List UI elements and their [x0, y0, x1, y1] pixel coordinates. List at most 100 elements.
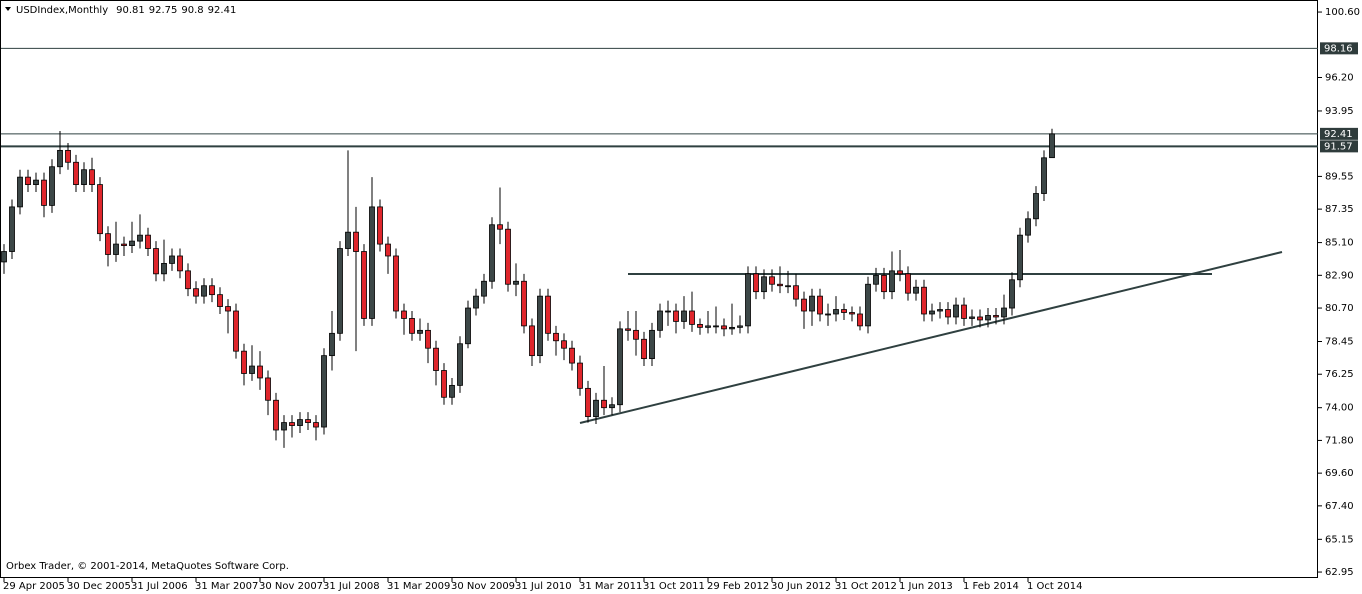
x-tick-label: 1 Jun 2013: [899, 581, 953, 592]
x-tick-label: 31 Mar 2007: [195, 581, 258, 592]
candle-body: [961, 304, 967, 319]
x-tick-label: 31 Oct 2012: [835, 581, 897, 592]
candle-body: [1041, 157, 1047, 194]
candle-body: [953, 304, 959, 318]
candle-body: [545, 295, 551, 334]
candle-body: [745, 273, 751, 327]
price-level-box: [1320, 127, 1358, 140]
candle-body: [89, 169, 95, 185]
candle-body: [1009, 279, 1015, 309]
candle-body: [465, 307, 471, 345]
price-level-label: 91.57: [1324, 141, 1353, 152]
candle-body: [265, 377, 271, 401]
candle-body: [873, 274, 879, 285]
candle-body: [297, 419, 303, 426]
candle-body: [401, 310, 407, 319]
candle-body: [129, 240, 135, 246]
price-level-label: 98.16: [1324, 43, 1353, 54]
x-tick-label: 31 Jul 2010: [515, 581, 572, 592]
candle-body: [521, 280, 527, 327]
candle-body: [609, 404, 615, 409]
price-level-box: [1320, 140, 1358, 153]
candle-body: [993, 315, 999, 318]
candle-body: [473, 295, 479, 309]
candle-body: [17, 176, 23, 208]
x-tick-label: 30 Dec 2005: [67, 581, 131, 592]
y-tick-label: 80.70: [1325, 303, 1354, 314]
candle-body: [921, 286, 927, 315]
candle-body: [313, 422, 319, 428]
menu-arrow[interactable]: [5, 7, 11, 11]
candle-body: [593, 399, 599, 418]
candle-body: [185, 270, 191, 290]
y-tick-label: 67.40: [1325, 501, 1354, 512]
candle-body: [41, 179, 47, 206]
candle-body: [193, 288, 199, 297]
candle-body: [817, 295, 823, 315]
candle-body: [585, 387, 591, 418]
candle-body: [625, 328, 631, 331]
x-tick-label: 29 Feb 2012: [707, 581, 769, 592]
candle-body: [825, 313, 831, 316]
candle-body: [809, 295, 815, 312]
symbol: USDIndex,Monthly: [16, 5, 108, 16]
chart-header: USDIndex,Monthly 90.81 92.75 90.8 92.41: [16, 5, 236, 16]
candle-body: [945, 309, 951, 318]
candle-body: [497, 224, 503, 230]
candle-body: [537, 295, 543, 357]
candle-body: [569, 347, 575, 364]
candle-body: [1049, 133, 1055, 159]
candle-body: [217, 294, 223, 307]
candle-body: [337, 248, 343, 334]
y-tick-label: 62.95: [1325, 567, 1354, 578]
candle-body: [417, 329, 423, 334]
candle-body: [633, 329, 639, 340]
candle-body: [153, 248, 159, 275]
candle-body: [449, 384, 455, 398]
y-tick-label: 100.60: [1325, 7, 1360, 18]
candle-body: [481, 280, 487, 297]
candle-body: [929, 310, 935, 315]
candle-body: [489, 224, 495, 282]
candle-body: [577, 362, 583, 389]
candle-body: [801, 298, 807, 312]
candle-body: [713, 325, 719, 328]
candle-body: [49, 166, 55, 206]
candle-body: [841, 309, 847, 313]
trend-line[interactable]: [579, 251, 1283, 424]
candle-body: [937, 309, 943, 312]
x-tick-label: 31 Oct 2011: [643, 581, 705, 592]
candle-body: [889, 270, 895, 293]
candle-body: [361, 251, 367, 319]
candle-body: [169, 255, 175, 264]
candle-body: [105, 233, 111, 255]
candle-body: [441, 370, 447, 398]
candle-body: [9, 206, 15, 252]
candle-body: [1, 251, 7, 263]
candle-body: [881, 274, 887, 293]
x-tick-label: 30 Jun 2012: [771, 581, 831, 592]
candle-body: [793, 285, 799, 300]
y-tick-label: 85.10: [1325, 238, 1354, 249]
candle-body: [241, 350, 247, 374]
candle-body: [769, 276, 775, 285]
x-tick-label: 1 Oct 2014: [1027, 581, 1082, 592]
candle-body: [649, 329, 655, 360]
candle-body: [457, 343, 463, 386]
candle-body: [81, 169, 87, 185]
y-tick-label: 87.35: [1325, 204, 1354, 215]
candle-body: [145, 234, 151, 249]
candle-body: [777, 283, 783, 287]
candle-body: [137, 234, 143, 242]
candle-body: [73, 161, 79, 185]
price-level-label: 92.41: [1324, 129, 1353, 140]
candle-body: [65, 149, 71, 163]
candle-body: [905, 273, 911, 294]
x-tick-label: 29 Apr 2005: [3, 581, 65, 592]
candle-body: [97, 184, 103, 235]
candle-body: [977, 316, 983, 321]
candle-body: [1033, 193, 1039, 220]
candle-body: [657, 310, 663, 331]
candle-body: [369, 206, 375, 319]
